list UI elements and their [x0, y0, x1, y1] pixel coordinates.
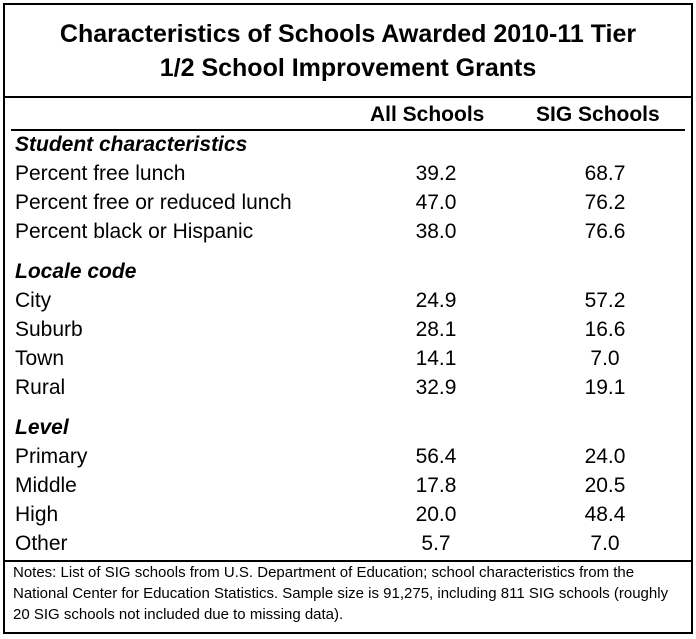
value-all-schools: 5.7	[421, 532, 451, 555]
value-all-schools: 24.9	[415, 289, 457, 312]
value-all-schools: 32.9	[415, 376, 457, 399]
value-sig-schools: 16.6	[584, 318, 626, 341]
row-label: Suburb	[15, 318, 83, 341]
value-sig-schools: 7.0	[590, 532, 620, 555]
value-sig-schools: 20.5	[584, 474, 626, 497]
row-label: Percent free or reduced lunch	[15, 191, 292, 214]
value-sig-schools: 24.0	[584, 445, 626, 468]
value-sig-schools: 76.6	[584, 220, 626, 243]
value-all-schools: 38.0	[415, 220, 457, 243]
section-title-student-characteristics: Student characteristics	[15, 133, 248, 156]
row-label: Rural	[15, 376, 66, 399]
column-header-sig-schools: SIG Schools	[536, 103, 660, 126]
row-label: Percent free lunch	[15, 162, 186, 185]
value-sig-schools: 19.1	[584, 376, 626, 399]
row-label: High	[15, 503, 59, 526]
section-title-level: Level	[15, 416, 69, 439]
row-label: Middle	[15, 474, 77, 497]
table-title: Characteristics of Schools Awarded 2010-…	[5, 5, 691, 98]
value-sig-schools: 48.4	[584, 503, 626, 526]
row-label: Primary	[15, 445, 88, 468]
row-label: Percent black or Hispanic	[15, 220, 254, 243]
value-sig-schools: 76.2	[584, 191, 626, 214]
value-all-schools: 39.2	[415, 162, 457, 185]
value-all-schools: 28.1	[415, 318, 457, 341]
section-title-locale-code: Locale code	[15, 260, 137, 283]
title-line-2: 1/2 School Improvement Grants	[159, 53, 537, 82]
value-all-schools: 20.0	[415, 503, 457, 526]
table-notes: Notes: List of SIG schools from U.S. Dep…	[13, 564, 669, 623]
value-all-schools: 17.8	[415, 474, 457, 497]
value-all-schools: 47.0	[415, 191, 457, 214]
row-label: Other	[15, 532, 68, 555]
value-sig-schools: 68.7	[584, 162, 626, 185]
title-line-1: Characteristics of Schools Awarded 2010-…	[59, 19, 637, 48]
value-sig-schools: 7.0	[590, 347, 620, 370]
value-sig-schools: 57.2	[584, 289, 626, 312]
notes-divider	[5, 560, 691, 562]
table-frame: Characteristics of Schools Awarded 2010-…	[3, 3, 693, 634]
row-label: Town	[15, 347, 65, 370]
header-divider	[11, 129, 685, 131]
value-all-schools: 14.1	[415, 347, 457, 370]
value-all-schools: 56.4	[415, 445, 457, 468]
column-header-all-schools: All Schools	[370, 103, 485, 126]
row-label: City	[15, 289, 52, 312]
